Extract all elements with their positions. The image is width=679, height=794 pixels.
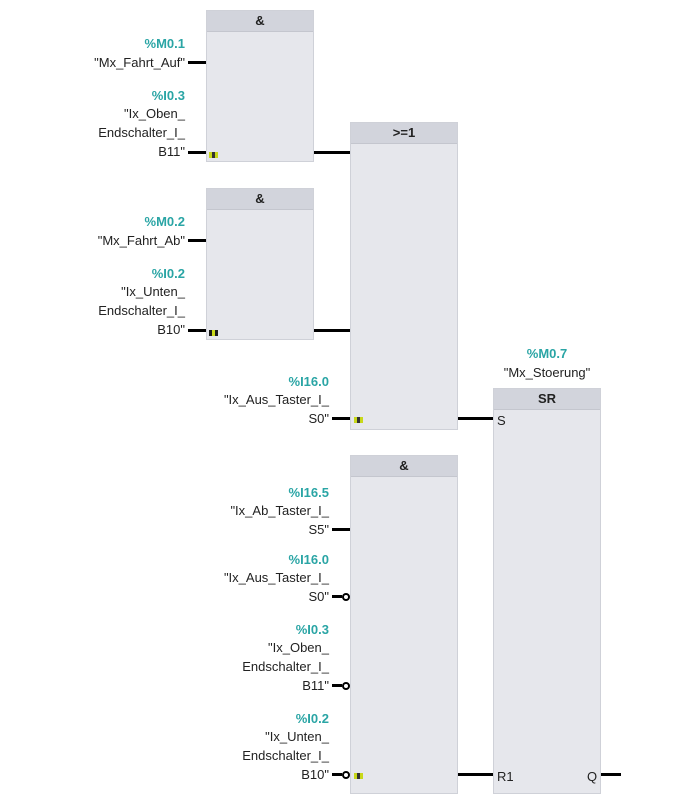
operand-address: %I16.0 [288, 374, 329, 389]
output-wire [601, 773, 621, 776]
sr-pin-s: S [497, 413, 506, 428]
operand-symbol[interactable]: "Ix_Unten_ Endschalter_I_ B10" [242, 729, 329, 782]
and-block-1-title: & [207, 11, 313, 32]
operand-address: %I16.5 [288, 485, 329, 500]
connector-marker-icon [209, 152, 218, 158]
operand-address: %M0.2 [144, 214, 185, 229]
and-block-3[interactable]: & [350, 455, 458, 794]
operand-address: %I0.2 [295, 711, 329, 726]
sr-output-symbol: "Mx_Stoerung" [503, 365, 591, 380]
operand-address: %M0.1 [144, 36, 185, 51]
sr-pin-q: Q [587, 769, 598, 784]
connector-marker-icon [209, 330, 218, 336]
connector-marker-icon [354, 417, 363, 423]
operand-symbol[interactable]: "Mx_Fahrt_Auf" [94, 55, 185, 70]
and-block-1[interactable]: & [206, 10, 314, 162]
operand-symbol[interactable]: "Ix_Ab_Taster_I_ S5" [230, 503, 329, 537]
connection-wire [458, 773, 493, 776]
connection-wire [314, 151, 350, 154]
operand-address: %I0.3 [295, 622, 329, 637]
and-block-3-title: & [351, 456, 457, 477]
input-wire [332, 528, 350, 531]
input-wire [332, 684, 342, 687]
or-block-title: >=1 [351, 123, 457, 144]
sr-block[interactable]: SR S R1 Q [493, 388, 601, 794]
input-wire [188, 239, 206, 242]
and-block-2-title: & [207, 189, 313, 210]
input-wire [332, 773, 342, 776]
connection-wire [458, 417, 493, 420]
input-wire [332, 417, 350, 420]
sr-block-title: SR [494, 389, 600, 410]
operand-address: %I0.3 [151, 88, 185, 103]
connector-marker-icon [354, 773, 363, 779]
negation-circle-icon [342, 771, 350, 779]
and-block-2[interactable]: & [206, 188, 314, 340]
negation-circle-icon [342, 593, 350, 601]
input-wire [188, 329, 206, 332]
operand-symbol[interactable]: "Ix_Aus_Taster_I_ S0" [223, 570, 329, 604]
operand-symbol[interactable]: "Mx_Fahrt_Ab" [97, 233, 185, 248]
operand-symbol[interactable]: "Ix_Oben_ Endschalter_I_ B11" [98, 106, 185, 159]
input-wire [332, 595, 342, 598]
sr-pin-r1: R1 [497, 769, 514, 784]
operand-address: %I0.2 [151, 266, 185, 281]
operand-address: %I16.0 [288, 552, 329, 567]
connection-wire [314, 329, 350, 332]
input-wire [188, 61, 206, 64]
or-block[interactable]: >=1 [350, 122, 458, 430]
negation-circle-icon [342, 682, 350, 690]
operand-symbol[interactable]: "Ix_Unten_ Endschalter_I_ B10" [98, 284, 185, 337]
operand-symbol[interactable]: "Ix_Oben_ Endschalter_I_ B11" [242, 640, 329, 693]
operand-symbol[interactable]: "Ix_Aus_Taster_I_ S0" [223, 392, 329, 426]
sr-output-address: %M0.7 [526, 346, 568, 361]
input-wire [188, 151, 206, 154]
